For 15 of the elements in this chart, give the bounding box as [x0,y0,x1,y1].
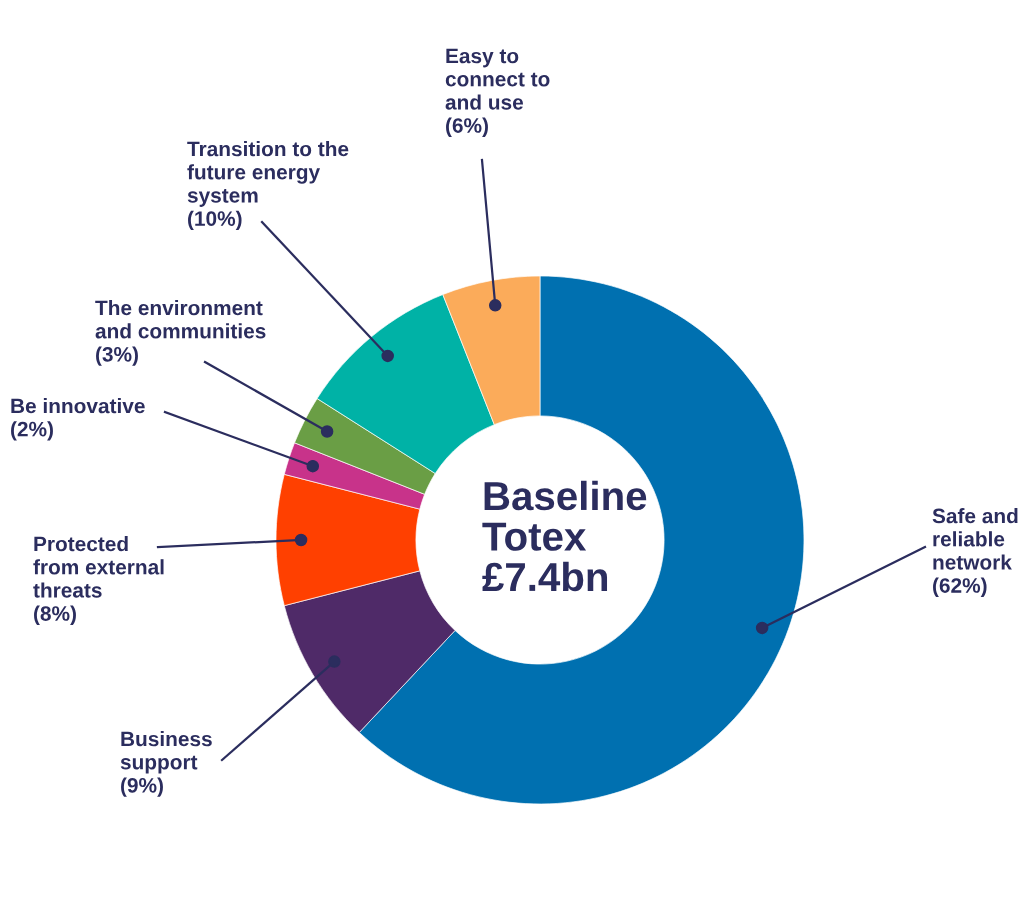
data-label: (62%) [933,577,987,598]
text: Baseline Totex £7.4bn [482,480,647,592]
slice-label: The environment and communities [95,300,266,339]
data-label: (10%) [188,210,242,231]
slice-label: Easy to connect to and use [445,48,550,110]
data-label: (2%) [11,421,53,441]
slice-label: Protected from external threats [33,536,164,598]
slice-label: Be innovative [11,398,145,414]
slice-label: Business support [120,731,212,774]
slice-label: Transition to the future energy system [187,141,349,207]
slice-label: Safe and reliable network [932,508,1018,570]
data-label: (9%) [121,777,163,797]
data-label: (8%) [34,605,76,626]
data-label: (6%) [446,117,488,138]
data-label: (3%) [96,346,138,366]
